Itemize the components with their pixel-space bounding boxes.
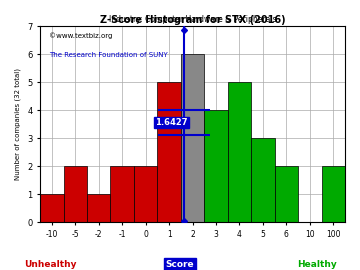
Bar [204,110,228,222]
Bar [87,194,111,222]
Bar [111,166,134,222]
Bar [63,166,87,222]
Text: The Research Foundation of SUNY: The Research Foundation of SUNY [49,52,168,58]
Bar [157,82,181,222]
Text: 1.6427: 1.6427 [155,118,188,127]
Bar [321,166,345,222]
Bar [251,138,275,222]
Text: Industry: Computer Hardware & Peripherals: Industry: Computer Hardware & Peripheral… [109,15,276,24]
Bar [134,166,157,222]
Text: ©www.textbiz.org: ©www.textbiz.org [49,32,113,39]
Bar [181,54,204,222]
Bar [40,194,63,222]
Y-axis label: Number of companies (32 total): Number of companies (32 total) [15,68,22,180]
Bar [228,82,251,222]
Title: Z-Score Histogram for STX (2016): Z-Score Histogram for STX (2016) [100,15,285,25]
Text: Score: Score [166,260,194,269]
Bar [275,166,298,222]
Text: Healthy: Healthy [297,260,337,269]
Text: Unhealthy: Unhealthy [24,260,77,269]
